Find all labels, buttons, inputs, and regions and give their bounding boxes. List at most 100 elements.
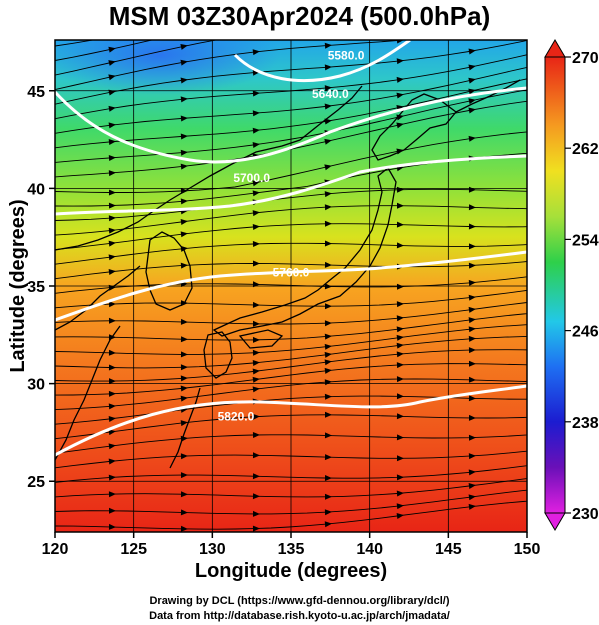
wind-arrow	[468, 326, 476, 333]
wind-arrow	[324, 204, 332, 211]
wind-arrow	[108, 403, 116, 410]
streamline	[55, 478, 527, 498]
wind-arrow	[324, 367, 332, 374]
wind-arrow	[108, 40, 116, 41]
wind-arrow	[108, 155, 116, 161]
coastline-kuril	[455, 79, 521, 113]
wind-arrow	[396, 301, 404, 308]
cold-core-area	[55, 40, 280, 95]
streamline	[55, 336, 527, 369]
wind-arrow	[324, 493, 332, 500]
wind-arrow	[396, 334, 404, 341]
wind-arrow	[468, 360, 476, 367]
wind-arrow	[108, 74, 116, 81]
x-tick-label: 130	[199, 541, 226, 558]
coastline-shikoku	[238, 329, 284, 349]
wind-arrow	[396, 513, 404, 519]
wind-arrow	[396, 92, 404, 99]
colorbar-tick-label: 254	[572, 232, 599, 249]
contour-line-5580	[233, 40, 411, 83]
map-title: MSM 03Z30Apr2024 (500.0hPa)	[108, 1, 491, 31]
wind-arrow	[252, 180, 260, 187]
wind-arrow	[180, 29, 188, 36]
wind-arrow	[252, 510, 260, 517]
wind-arrow	[108, 443, 116, 450]
wind-arrow	[324, 138, 332, 145]
wind-arrow	[180, 375, 188, 382]
y-tick-label: 40	[27, 181, 45, 198]
wind-arrow	[252, 224, 260, 230]
x-tick-label: 140	[356, 541, 383, 558]
colorbar-body	[544, 56, 566, 514]
wind-arrow	[252, 360, 260, 366]
wind-arrow	[396, 503, 404, 510]
wind-arrow	[180, 420, 188, 427]
wind-arrow	[468, 414, 476, 421]
streamline	[55, 450, 527, 469]
wind-arrow	[396, 242, 404, 249]
wind-arrow	[108, 458, 116, 465]
streamline	[55, 223, 527, 251]
streamline	[55, 40, 527, 105]
colorbar-tick-label: 262	[572, 141, 599, 158]
wind-arrow	[180, 472, 188, 479]
wind-arrow	[252, 336, 260, 343]
wind-arrow	[468, 135, 476, 142]
wind-arrow	[108, 317, 116, 324]
wind-arrow	[324, 393, 332, 400]
x-tick-label: 150	[514, 541, 541, 558]
streamline	[55, 349, 527, 382]
wind-arrow	[180, 219, 188, 225]
wind-arrow	[180, 336, 188, 343]
credit-drawing: Drawing by DCL (https://www.gfd-dennou.o…	[149, 595, 450, 607]
colorbar-tick-label: 238	[572, 415, 599, 432]
wind-arrow	[180, 351, 188, 358]
wind-arrow	[396, 76, 404, 83]
wind-arrow	[541, 1, 549, 8]
wind-arrow	[468, 347, 476, 354]
wind-arrow	[108, 227, 116, 234]
y-tick-label: 25	[27, 474, 45, 491]
wind-arrow	[253, 30, 261, 37]
wind-arrow	[108, 269, 116, 275]
wind-arrow	[180, 163, 188, 170]
wind-arrow	[468, 453, 476, 460]
wind-arrow	[252, 473, 260, 480]
contour-line-5760	[55, 250, 527, 322]
wind-arrow	[252, 210, 260, 217]
contour-label-5640: 5640.0	[312, 87, 349, 101]
contour-labels: 5820.0 5760.0 5700.0 5640.0 5580.0	[218, 48, 365, 423]
wind-arrow	[252, 90, 260, 97]
contour-label-5760: 5760.0	[273, 265, 310, 279]
wind-arrow	[397, 0, 404, 2]
wind-arrow	[396, 413, 404, 420]
wind-arrow	[252, 1, 260, 8]
wind-arrow	[468, 107, 476, 114]
wind-arrow	[180, 96, 188, 103]
wind-arrow	[252, 69, 260, 76]
wind-arrow	[396, 376, 404, 383]
colorbar-tick-label: 270	[572, 50, 599, 67]
wind-arrow	[108, 301, 116, 308]
wind-arrow	[252, 110, 260, 117]
streamline	[55, 276, 527, 294]
wind-arrow	[252, 190, 260, 197]
wind-arrow	[108, 523, 116, 530]
streamline	[55, 40, 155, 61]
streamline	[55, 188, 527, 221]
wind-arrow	[468, 88, 476, 95]
wind-arrow	[468, 494, 476, 501]
wind-arrow	[396, 434, 404, 441]
wind-arrow	[108, 60, 116, 66]
streamline	[55, 205, 527, 236]
wind-arrow	[396, 58, 404, 65]
streamline	[55, 78, 527, 149]
wind-arrow	[468, 262, 476, 269]
wind-arrow	[324, 42, 332, 49]
wind-arrow	[468, 483, 476, 489]
wind-arrow	[468, 503, 476, 510]
streamline	[55, 40, 409, 91]
wind-arrow	[396, 393, 404, 400]
colorbar: 230 238 246 254 262 270	[544, 39, 599, 531]
wind-arrow	[252, 493, 260, 500]
